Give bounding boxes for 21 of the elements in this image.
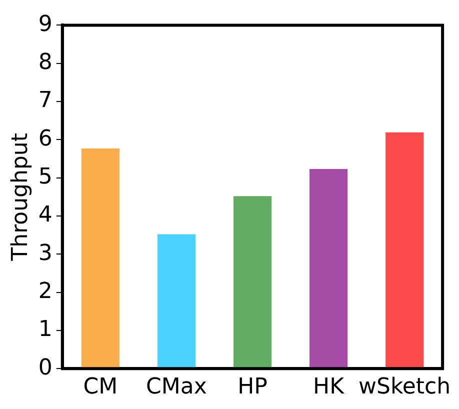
- x-tick-label: CM: [83, 374, 118, 400]
- y-tick-label: 9: [38, 12, 52, 37]
- y-tick-label: 1: [38, 317, 52, 342]
- bar: [233, 196, 272, 368]
- bar: [386, 132, 424, 368]
- bar: [157, 234, 196, 368]
- x-tick-label: HK: [313, 374, 345, 400]
- x-tick-label: wSketch: [358, 374, 451, 400]
- x-tick-label: CMax: [146, 374, 207, 400]
- x-tick-label: HP: [238, 374, 268, 400]
- bar: [310, 169, 348, 368]
- bar: [81, 148, 120, 368]
- y-tick-label: 2: [38, 279, 52, 304]
- y-tick-label: 3: [38, 240, 52, 266]
- y-axis-title: Throughput: [8, 132, 33, 262]
- y-tick-label: 4: [38, 202, 52, 228]
- y-tick-label: 0: [38, 355, 52, 380]
- y-tick-label: 6: [38, 126, 52, 152]
- y-tick-label: 7: [38, 88, 52, 114]
- y-tick-label: 5: [38, 164, 52, 190]
- y-tick-label: 8: [38, 50, 52, 76]
